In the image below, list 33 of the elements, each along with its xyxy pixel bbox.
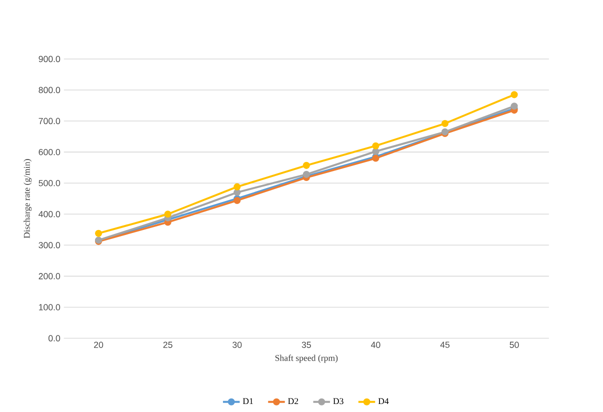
y-tick-label: 200.0 — [38, 273, 60, 280]
y-tick-label: 100.0 — [39, 304, 60, 310]
y-axis-title: Discharge rate (g/min) — [24, 159, 32, 238]
x-tick-label: 25 — [163, 342, 172, 348]
legend-label: D2 — [288, 398, 298, 404]
y-tick-label: 300.0 — [38, 242, 60, 248]
x-axis-title: Shaft speed (rpm) — [275, 354, 338, 363]
y-tick-label: 0.0 — [48, 335, 60, 342]
point — [372, 148, 380, 156]
x-tick-label: 50 — [510, 342, 519, 348]
x-tick-label: 45 — [440, 342, 450, 348]
y-tick-label: 500.0 — [38, 180, 60, 186]
point — [234, 183, 241, 190]
point — [95, 230, 102, 237]
y-tick-label: 900.0 — [38, 56, 60, 62]
legend-label: D3 — [333, 398, 344, 404]
legend-label: D1 — [242, 398, 253, 404]
y-tick-label: 600.0 — [38, 148, 60, 156]
point — [302, 162, 310, 169]
x-tick-label: 40 — [370, 342, 380, 348]
y-tick-label: 800.0 — [38, 86, 60, 94]
x-tick-label: 30 — [232, 342, 242, 348]
legend-label: D4 — [378, 398, 389, 404]
point — [234, 188, 241, 196]
point — [372, 142, 380, 150]
y-tick-label: 400.0 — [38, 211, 60, 218]
point — [441, 120, 449, 128]
point — [510, 91, 518, 98]
y-tick-label: 700.0 — [38, 118, 60, 124]
x-tick-label: 35 — [302, 342, 311, 348]
point — [164, 210, 172, 218]
x-tick-label: 20 — [94, 342, 104, 348]
point — [510, 102, 518, 110]
